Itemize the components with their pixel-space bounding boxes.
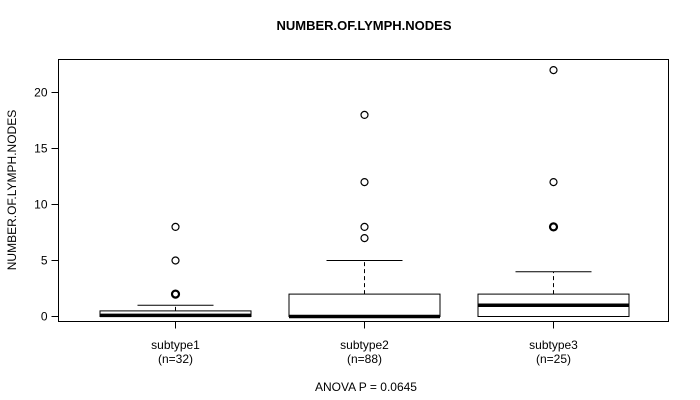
outlier-point	[170, 289, 181, 299]
y-axis: 0 5 10 15 20	[34, 86, 59, 324]
x-tick-sublabel: (n=88)	[347, 352, 382, 366]
outlier-point	[360, 178, 369, 187]
y-tick-label: 15	[34, 142, 48, 156]
box	[288, 293, 441, 318]
outlier-point	[360, 234, 369, 243]
y-tick-label: 20	[34, 86, 48, 100]
boxplots	[99, 65, 630, 319]
chart-title: NUMBER.OF.LYMPH.NODES	[276, 18, 451, 33]
plot-border	[58, 59, 669, 322]
outlier-point	[171, 256, 180, 265]
y-tick-label: 10	[34, 198, 48, 212]
boxplot-subtype1	[99, 222, 252, 318]
outlier-point	[360, 110, 369, 120]
y-tick-label: 5	[41, 254, 48, 268]
x-tick-sublabel: (n=32)	[158, 352, 193, 366]
boxplot-subtype3	[477, 65, 630, 318]
boxplot-subtype2	[288, 110, 441, 319]
x-tick-sublabel: (n=25)	[536, 352, 571, 366]
outlier-point	[548, 222, 559, 232]
x-tick-label: subtype2	[340, 338, 389, 352]
x-tick-label: subtype1	[151, 338, 200, 352]
x-tick-label: subtype3	[529, 338, 578, 352]
outlier-point	[171, 222, 180, 231]
y-axis-label: NUMBER.OF.LYMPH.NODES	[5, 110, 19, 270]
x-axis: subtype1(n=32) subtype2(n=88) subtype3(n=2…	[151, 321, 578, 366]
outlier-point	[549, 65, 558, 75]
outlier-point	[549, 178, 558, 187]
y-tick-label: 0	[41, 310, 48, 324]
outlier-point	[360, 222, 369, 231]
anova-annotation: ANOVA P = 0.0645	[315, 380, 417, 394]
